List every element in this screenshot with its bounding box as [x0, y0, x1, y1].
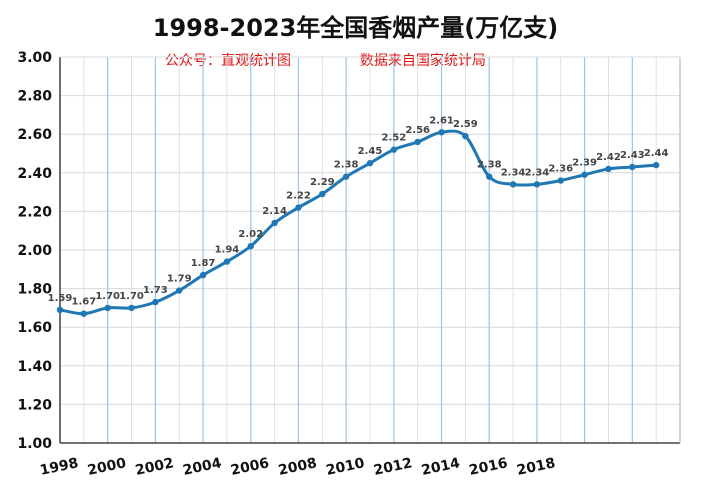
data-label: 1.70 [119, 291, 144, 302]
x-tick-label: 2012 [372, 455, 413, 479]
data-point [652, 161, 660, 169]
data-point [533, 181, 541, 188]
data-label: 2.39 [572, 158, 597, 169]
series-layer [56, 129, 660, 317]
y-tick-label: 1.00 [17, 436, 52, 452]
data-label-layer: 1.59 1.671.70 1.701.731.791.871.942.022.14… [48, 115, 669, 307]
data-label: 2.38 [477, 160, 502, 171]
data-point [176, 287, 183, 294]
data-point [605, 165, 612, 173]
data-label: 2.34 [525, 167, 550, 178]
axis-layer: 1.00 1.20 1.40 1.60 1.80 2.00 2.20 2.40 2.60 2.80… [17, 50, 681, 479]
grid-layer [59, 56, 681, 444]
y-tick-label: 1.20 [17, 397, 52, 413]
data-label: 1.87 [191, 258, 216, 269]
data-label: 2.29 [310, 177, 335, 188]
data-point [342, 173, 350, 180]
data-point [247, 242, 254, 250]
data-point [366, 159, 374, 167]
x-tick-label: 2006 [229, 455, 270, 479]
data-point [462, 132, 469, 140]
data-point [414, 138, 421, 146]
x-tick-label: 2018 [515, 455, 556, 479]
data-label: 2.56 [405, 125, 430, 136]
y-tick-label: 2.80 [17, 89, 52, 105]
data-label: 2.22 [286, 191, 311, 202]
data-point [581, 171, 588, 178]
data-label: 1.73 [143, 285, 168, 296]
y-tick-label: 2.40 [17, 166, 52, 182]
data-point [390, 146, 398, 153]
data-label: 1.94 [215, 245, 240, 256]
data-label: 2.36 [548, 164, 573, 175]
data-label: 2.44 [644, 148, 669, 159]
data-point [486, 173, 493, 180]
data-point [557, 177, 564, 184]
y-tick-label: 2.60 [17, 127, 52, 143]
y-tick-label: 1.40 [17, 359, 52, 375]
data-label: 2.45 [358, 146, 383, 157]
data-point [509, 181, 517, 188]
data-label: 2.42 [596, 152, 621, 163]
y-tick-label: 3.00 [17, 50, 52, 66]
y-tick-label: 2.00 [17, 243, 52, 259]
data-label: 2.02 [238, 229, 263, 240]
data-point [223, 258, 231, 265]
data-label: 2.52 [382, 133, 407, 144]
data-point [80, 310, 88, 317]
y-tick-label: 2.20 [17, 204, 52, 220]
data-label: 2.14 [262, 206, 287, 217]
data-label: 2.43 [620, 150, 645, 161]
x-tick-label: 1998 [38, 455, 79, 479]
data-label: 2.38 [334, 160, 359, 171]
data-label: 2.34 [501, 167, 526, 178]
data-point [629, 163, 636, 171]
data-point [152, 298, 159, 306]
x-tick-label: 2008 [277, 455, 318, 479]
data-point [438, 129, 445, 136]
x-tick-label: 2004 [182, 455, 224, 479]
data-point [271, 219, 278, 227]
data-point [104, 304, 111, 312]
data-point [56, 306, 64, 314]
x-tick-label: 2010 [325, 455, 367, 479]
data-point [295, 204, 302, 211]
y-tick-label: 1.60 [17, 320, 52, 336]
data-label: 1.59 [48, 293, 73, 304]
data-label: 2.61 [429, 115, 454, 126]
x-tick-label: 2014 [420, 455, 462, 479]
chart-title: 1998-2023年全国香烟产量(万亿支) [152, 14, 559, 42]
data-point [319, 190, 326, 198]
x-tick-label: 2000 [86, 455, 128, 479]
y-tick-label: 1.80 [17, 282, 52, 298]
data-point [128, 304, 135, 312]
data-label: 1.79 [167, 274, 192, 285]
data-point [199, 271, 207, 279]
x-tick-label: 2002 [134, 455, 175, 479]
data-label: 2.59 [453, 119, 478, 130]
x-tick-label: 2016 [468, 455, 509, 479]
data-label: 1.70 [95, 291, 120, 302]
data-label: 1.67 [72, 297, 97, 308]
